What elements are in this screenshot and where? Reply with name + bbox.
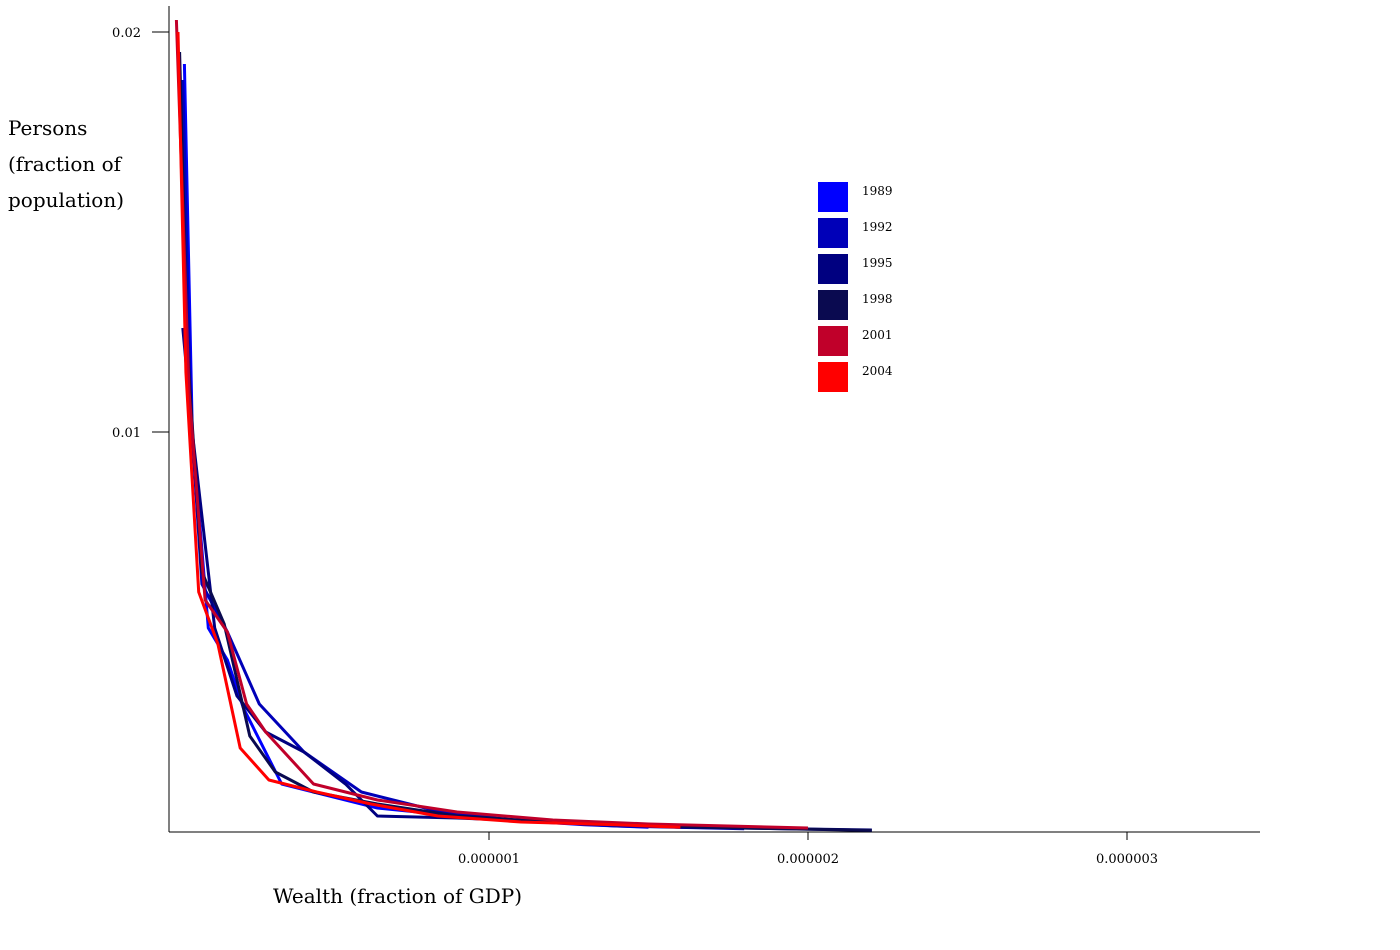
y-axis-title-line: Persons xyxy=(8,116,88,140)
legend-swatch-1989 xyxy=(818,182,848,212)
legend-label-1989: 1989 xyxy=(862,184,893,198)
legend-swatch-1992 xyxy=(818,218,848,248)
legend-label-1995: 1995 xyxy=(862,256,893,270)
x-tick-label: 0.000003 xyxy=(1096,852,1158,867)
x-axis-title: Wealth (fraction of GDP) xyxy=(273,884,523,908)
legend-label-2001: 2001 xyxy=(862,328,893,342)
y-axis-title-line: (fraction of xyxy=(8,152,122,176)
x-ticks: 0.000001 0.000002 0.000003 xyxy=(458,832,1158,867)
y-axis-title: Persons (fraction of population) xyxy=(8,110,124,218)
y-ticks: 0.01 0.02 xyxy=(112,26,169,441)
axes xyxy=(168,6,1260,833)
y-axis-title-line: population) xyxy=(8,188,125,212)
legend-label-2004: 2004 xyxy=(862,364,893,378)
legend-swatch-2001 xyxy=(818,326,848,356)
legend-swatch-1998 xyxy=(818,290,848,320)
series-line-2004 xyxy=(176,31,681,829)
x-tick-label: 0.000002 xyxy=(777,852,839,867)
legend-label-1992: 1992 xyxy=(862,220,893,234)
legend-swatch-2004 xyxy=(818,362,848,392)
series-line-2001 xyxy=(174,19,809,830)
legend-label-1998: 1998 xyxy=(862,292,893,306)
y-tick-label: 0.02 xyxy=(112,26,141,41)
legend: 1989 1992 1995 1998 2001 2004 xyxy=(818,182,893,392)
series-lines xyxy=(174,19,872,832)
series-line-1998 xyxy=(178,51,872,832)
y-tick-label: 0.01 xyxy=(112,426,141,441)
x-tick-label: 0.000001 xyxy=(458,852,520,867)
legend-swatch-1995 xyxy=(818,254,848,284)
series-line-1992 xyxy=(181,79,745,831)
